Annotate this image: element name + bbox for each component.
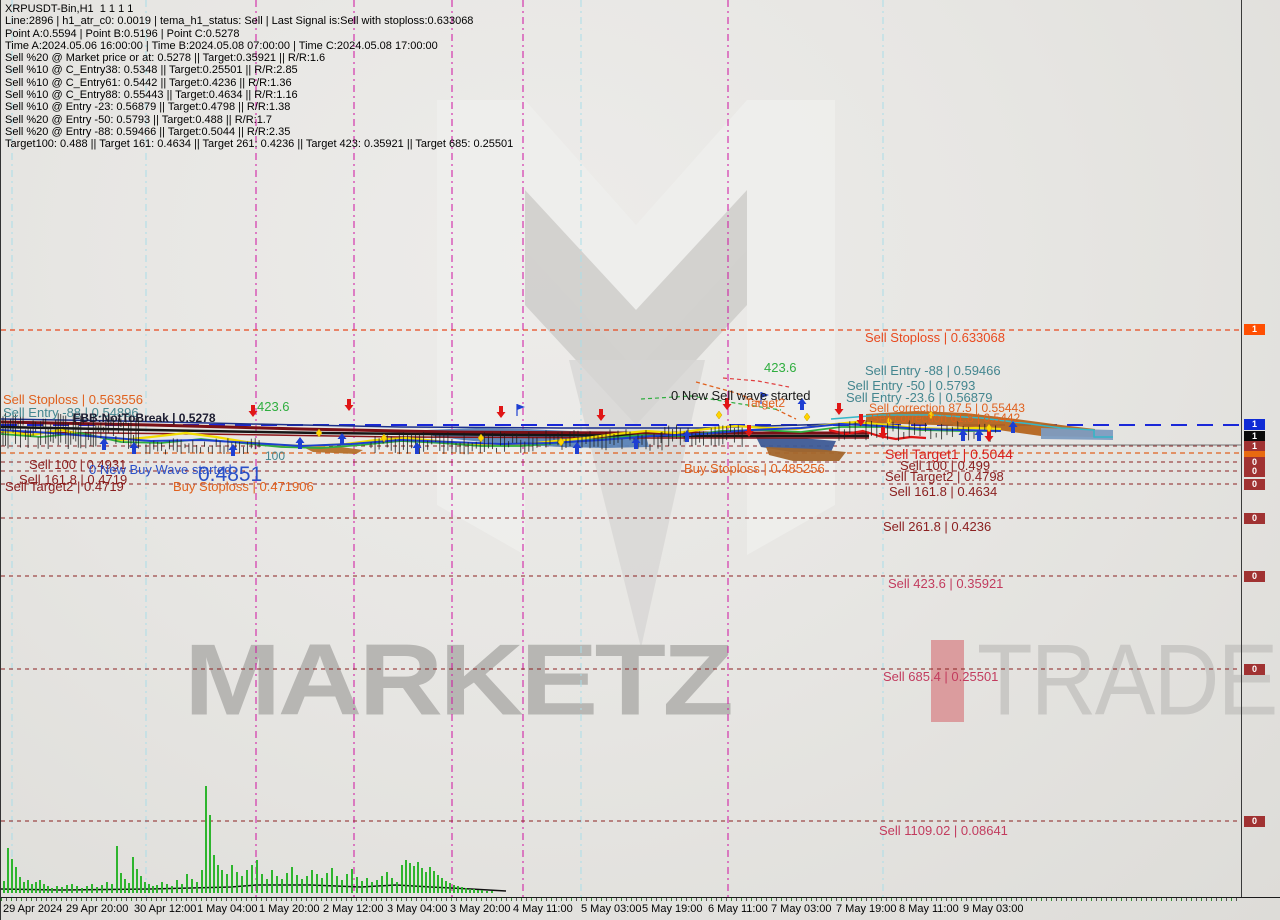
indicator-info-block: XRPUSDT-Bin,H1 1 1 1 1 Line:2896 | h1_at…	[5, 3, 513, 151]
chart-annotation: Sell 685.4 | 0.25501	[883, 669, 999, 684]
time-axis-border	[1, 897, 1280, 898]
price-badge: 1	[1244, 324, 1265, 335]
price-badge: 0	[1244, 571, 1265, 582]
time-axis-label: 5 May 03:00	[581, 903, 642, 915]
chart-annotation: Sell Target2 | 0.4798	[885, 469, 1004, 484]
time-axis-label: 7 May 19:00	[836, 903, 897, 915]
time-axis-label: 9 May 03:00	[963, 903, 1024, 915]
chart-annotation: Sell 161.8 | 0.4719	[19, 472, 128, 487]
chart-annotation: Sell 423.6 | 0.35921	[888, 576, 1004, 591]
price-badge: 0	[1244, 664, 1265, 675]
price-badge: 1	[1244, 441, 1265, 452]
time-axis-ticks	[1, 898, 1241, 901]
info-line: Sell %20 @ Entry -50: 0.5793 || Target:0…	[5, 113, 272, 126]
time-axis-label: 2 May 12:00	[323, 903, 384, 915]
chart-annotation: Sell 261.8 | 0.4236	[883, 519, 992, 534]
chart-annotation: 0 New Buy Wave started	[89, 462, 232, 477]
time-axis-label: 30 Apr 12:00	[134, 903, 197, 915]
chart-annotation: Sell Entry -88 | 0.54896	[3, 405, 139, 420]
chart-annotation: Sell Target2 | 0.4719	[5, 479, 124, 494]
chart-annotation: Sell Target1 | 0.5044	[885, 446, 1013, 462]
time-axis-label: 4 May 11:00	[513, 903, 573, 915]
time-axis-label: 3 May 04:00	[387, 903, 448, 915]
time-axis-label: 29 Apr 2024	[3, 903, 63, 915]
chart-annotation: Sell 1109.02 | 0.08641	[879, 823, 1008, 838]
time-axis-label: 7 May 03:00	[771, 903, 832, 915]
chart-annotation: 100	[265, 449, 286, 463]
price-badge: 0	[1244, 466, 1265, 477]
price-badge: 1	[1244, 431, 1265, 442]
info-line: Time A:2024.05.06 16:00:00 | Time B:2024…	[5, 39, 438, 52]
chart-annotation: Sell Entry -50 | 0.5793	[847, 378, 976, 393]
info-line: Sell %20 @ Entry -88: 0.59466 || Target:…	[5, 125, 291, 138]
time-axis-label: 1 May 20:00	[259, 903, 320, 915]
info-line: Sell %10 @ C_Entry88: 0.55443 || Target:…	[5, 89, 298, 102]
chart-annotation: 0 New Sell wave started	[671, 388, 811, 403]
price-badge: 0	[1244, 479, 1265, 490]
time-axis-label: 6 May 11:00	[708, 903, 768, 915]
chart-annotation: Sell Entry -23.6 | 0.56879	[846, 390, 993, 405]
price-badge	[1244, 451, 1265, 458]
chart-annotation: FBB:NotToBreak | 0.5278	[73, 411, 216, 425]
chart-annotation: Buy Stoploss | 0.485256	[684, 461, 825, 476]
chart-annotation: Sell Entry -88 | 0.59466	[865, 363, 1001, 378]
price-axis-border	[1241, 0, 1242, 897]
chart-annotation: Sell correction 61.8 | 0.5442	[871, 411, 1021, 425]
info-line: Line:2896 | h1_atr_c0: 0.0019 | tema_h1_…	[5, 15, 474, 28]
chart-annotation: 423.6	[764, 360, 797, 375]
info-line: Sell %10 @ Entry -23: 0.56879 || Target:…	[5, 101, 291, 114]
info-line: Sell %20 @ Market price or at: 0.5278 ||…	[5, 52, 326, 65]
chart-annotation: Sell 100 | 0.499	[900, 458, 991, 473]
time-axis-label: 3 May 20:00	[450, 903, 511, 915]
chart-annotation: Sell 100 | 0.4931	[29, 457, 127, 472]
price-badge: 0	[1244, 513, 1265, 524]
chart-annotation: Buy Stoploss | 0.471906	[173, 479, 314, 494]
time-axis-label: 5 May 19:00	[642, 903, 703, 915]
chart-annotation: Sell Stoploss | 0.633068	[865, 330, 1005, 345]
chart-title: XRPUSDT-Bin,H1 1 1 1 1	[5, 3, 134, 15]
info-line: Sell %10 @ C_Entry38: 0.5348 || Target:0…	[5, 64, 298, 77]
info-line: Sell %10 @ C_Entry61: 0.5442 || Target:0…	[5, 76, 292, 89]
chart-annotation: 423.6	[257, 399, 290, 414]
chart-annotation: 0.4851	[198, 463, 263, 486]
info-line: Target100: 0.488 || Target 161: 0.4634 |…	[5, 138, 514, 151]
price-badge: 0	[1244, 816, 1265, 827]
chart-annotation: Target2	[745, 396, 786, 410]
time-axis-label: 29 Apr 20:00	[66, 903, 129, 915]
info-line: Point A:0.5594 | Point B:0.5196 | Point …	[5, 27, 240, 40]
chart-annotation: Sell Stoploss | 0.563556	[3, 392, 143, 407]
chart-annotation: Sell correction 87.5 | 0.55443	[869, 401, 1025, 415]
time-axis-label: 8 May 11:00	[899, 903, 959, 915]
chart-annotation: Sell 161.8 | 0.4634	[889, 484, 998, 499]
price-badge: 0	[1244, 457, 1265, 468]
price-badge: 1	[1244, 419, 1265, 430]
time-axis-label: 1 May 04:00	[197, 903, 258, 915]
